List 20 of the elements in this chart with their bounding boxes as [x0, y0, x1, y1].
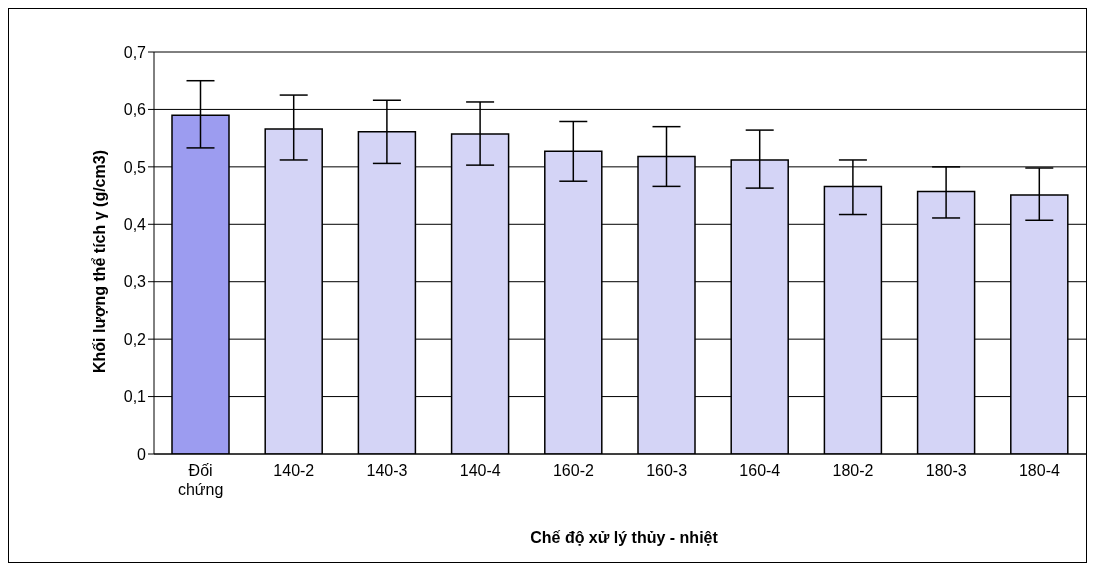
x-tick-label: 160-3: [646, 462, 688, 479]
x-tick-label: 140-2: [273, 462, 315, 479]
y-axis-title: Khối lượng thể tích γ (g/cm3): [90, 150, 108, 373]
x-tick-label: Đối chứng: [177, 462, 224, 498]
x-tick-label: 180-2: [832, 462, 874, 479]
y-tick-label: 0: [137, 445, 147, 463]
y-tick-label: 0,4: [123, 215, 147, 233]
y-tick-label: 0,3: [123, 273, 147, 291]
x-axis-title: Chế độ xử lý thủy - nhiệt: [529, 529, 719, 547]
x-tick-label: 140-4: [459, 462, 501, 479]
y-tick-label: 0,2: [123, 330, 147, 348]
y-tick-label: 0,1: [123, 388, 147, 406]
y-tick-label: 0,7: [123, 43, 147, 61]
x-tick-label: 180-3: [925, 462, 967, 479]
x-tick-label: 180-4: [1018, 462, 1060, 479]
y-tick-label: 0,6: [123, 101, 147, 119]
x-tick-label: 160-4: [739, 462, 781, 479]
x-tick-label: 140-3: [366, 462, 408, 479]
x-tick-label: 160-2: [552, 462, 594, 479]
y-tick-label: 0,5: [123, 158, 147, 176]
